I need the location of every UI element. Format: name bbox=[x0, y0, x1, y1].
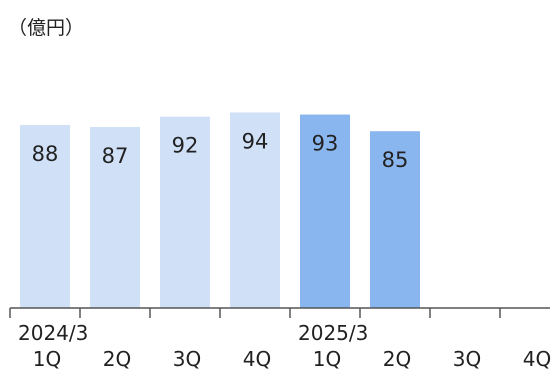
value-labels-group: 88 87 92 94 93 85 bbox=[32, 129, 409, 172]
bar-value-label-2: 87 bbox=[102, 144, 129, 168]
x-tick-label-1: 1Q bbox=[33, 347, 61, 371]
bar-5 bbox=[300, 114, 350, 308]
bar-3 bbox=[160, 116, 210, 308]
bar-2 bbox=[90, 127, 140, 308]
unit-label: （億円） bbox=[8, 17, 85, 39]
bar-4 bbox=[230, 112, 280, 308]
bar-value-label-3: 92 bbox=[172, 134, 199, 158]
x-tick-label-8: 4Q bbox=[523, 347, 551, 371]
bar-6 bbox=[370, 131, 420, 308]
bar-value-label-1: 88 bbox=[32, 142, 59, 166]
x-tick-label-4: 4Q bbox=[243, 347, 271, 371]
x-axis bbox=[9, 307, 550, 318]
bar-1 bbox=[20, 124, 70, 309]
x-tick-label-3: 3Q bbox=[173, 347, 201, 371]
bar-value-label-4: 94 bbox=[242, 129, 269, 153]
x-tick-label-6: 2Q bbox=[383, 347, 411, 371]
x-tick-label-5: 1Q bbox=[313, 347, 341, 371]
x-tick-labels: 1Q 2Q 3Q 4Q 1Q 2Q 3Q 4Q 2024/3 2025/3 bbox=[18, 321, 551, 371]
bars-group bbox=[20, 112, 420, 309]
fiscal-year-label-2: 2025/3 bbox=[298, 321, 368, 345]
x-tick-label-7: 3Q bbox=[453, 347, 481, 371]
bar-value-label-6: 85 bbox=[382, 148, 409, 172]
x-tick-label-2: 2Q bbox=[103, 347, 131, 371]
fiscal-year-label-1: 2024/3 bbox=[18, 321, 88, 345]
bar-value-label-5: 93 bbox=[312, 132, 339, 156]
